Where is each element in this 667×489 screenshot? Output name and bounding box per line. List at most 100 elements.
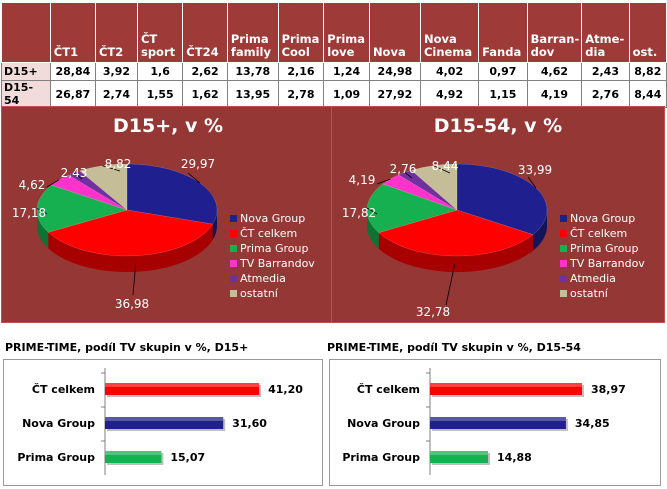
category-label: Prima Group — [342, 451, 420, 464]
leader-line — [187, 172, 201, 184]
table-cell: 28,84 — [49, 62, 96, 81]
pie-value-label: 29,97 — [181, 157, 215, 171]
column-header-text: Prima — [230, 32, 269, 46]
bar-chart-d15: ČT celkem 41,20 Nova Group 31,60 Prima Group… — [17, 368, 303, 475]
legend-swatch — [230, 260, 237, 267]
bar-chart-d1554: ČT celkem 38,97 Nova Group 34,85 Prima Group… — [342, 368, 626, 475]
pie-panel-d1554: D15-54, v % 33,99 32,78 17,82 4,19 2,76 8,44 N… — [331, 106, 665, 323]
table-cell: 27,92 — [368, 80, 421, 108]
column-header-text: ost. — [632, 45, 658, 59]
pie-value-label: 36,98 — [115, 297, 149, 311]
table-cell: 1,15 — [478, 80, 528, 108]
legend-label: Nova Group — [570, 212, 635, 225]
table-cell: 2,78 — [277, 80, 325, 108]
pie-slice-side — [378, 232, 533, 272]
column-header: Prima family — [226, 2, 279, 63]
table-cell: 3,92 — [94, 62, 138, 81]
pie-value-label: 4,62 — [19, 178, 46, 192]
bar-title-d1554: PRIME-TIME, podíl TV skupin v %, D15-54 — [327, 341, 581, 354]
column-header-text: dia — [585, 45, 606, 59]
legend-swatch — [230, 275, 237, 282]
leader-line — [132, 263, 137, 296]
row-header: D15-54 — [1, 80, 51, 108]
column-header-text: Prima — [327, 32, 366, 46]
leader-line — [404, 172, 413, 179]
bar-highlight — [105, 417, 224, 421]
column-header-text: ČT — [140, 32, 158, 46]
column-header-text: Nova — [423, 32, 457, 46]
column-header-text: Cool — [281, 45, 310, 59]
table-cell: 8,82 — [628, 62, 667, 81]
legend-swatch — [560, 275, 567, 282]
legend-swatch — [560, 215, 567, 222]
pie-slice — [398, 170, 458, 211]
table-cell: 0,97 — [478, 62, 528, 81]
leader-line — [366, 207, 378, 215]
table-cell: 24,98 — [368, 62, 421, 81]
bar-highlight — [430, 417, 566, 421]
bar-value-label: 31,60 — [232, 417, 267, 430]
pie-value-label: 33,99 — [518, 163, 552, 177]
table-row: D15+ 28,84 3,92 1,6 2,62 13,78 2,16 1,24 24,98 4,… — [1, 62, 667, 81]
legend-swatch — [230, 230, 237, 237]
column-header: ČT24 — [182, 2, 228, 63]
column-header: ČT1 — [49, 2, 96, 63]
column-header: Fanda — [478, 2, 528, 63]
share-table: ČT1 ČT2 ČT sport ČT24 Prima family Prima Cool Pri… — [1, 2, 667, 108]
table-cell: 1,62 — [182, 80, 228, 108]
bar — [430, 417, 566, 429]
table-cell: 1,55 — [136, 80, 184, 108]
column-header-text: family — [230, 45, 271, 59]
table-cell: 1,24 — [323, 62, 370, 81]
column-header-text: Barran- — [530, 32, 580, 46]
pie-value-label: 8,82 — [105, 157, 132, 171]
legend-swatch — [230, 215, 237, 222]
legend-swatch — [560, 260, 567, 267]
table-cell: 4,02 — [419, 62, 480, 81]
row-header: D15+ — [1, 62, 51, 81]
pie-slice — [382, 174, 458, 211]
legend-swatch — [560, 290, 567, 297]
table-cell: 26,87 — [49, 80, 96, 108]
bar-value-label: 14,88 — [497, 451, 532, 464]
column-header-text: Fanda — [482, 45, 522, 59]
table-body: D15+ 28,84 3,92 1,6 2,62 13,78 2,16 1,24 24,98 4,… — [1, 62, 667, 108]
table-row: D15-54 26,87 2,74 1,55 1,62 13,95 2,78 1,09 27,9… — [1, 80, 667, 108]
leader-line — [433, 165, 451, 174]
legend-label: Prima Group — [570, 242, 638, 255]
leader-line — [102, 165, 121, 172]
column-header: ost. — [628, 2, 667, 63]
table-header-row: ČT1 ČT2 ČT sport ČT24 Prima family Prima Cool Pri… — [1, 2, 667, 63]
table-cell: 2,16 — [277, 62, 325, 81]
bar-highlight — [105, 451, 162, 455]
bar-highlight — [430, 383, 582, 387]
bar-value-label: 15,07 — [170, 451, 205, 464]
column-header-text: Cinema — [423, 45, 473, 59]
legend-label: Atmedia — [570, 272, 616, 285]
pie-value-label: 17,18 — [12, 206, 46, 220]
pie-title-d1554: D15-54, v % — [433, 115, 563, 137]
legend-swatch — [230, 245, 237, 252]
column-header-text: Prima — [281, 32, 320, 46]
legend-label: Nova Group — [240, 212, 305, 225]
legend-label: ostatní — [240, 287, 279, 300]
column-header-text: ČT1 — [53, 45, 79, 59]
column-header: ČT2 — [94, 2, 138, 63]
column-header: Atme-dia — [581, 2, 630, 63]
legend-swatch — [230, 290, 237, 297]
bar-value-label: 34,85 — [575, 417, 610, 430]
bar — [105, 383, 260, 395]
pie-panel-d15: D15+, v % 29,97 36,98 17,18 4,62 2,43 8,82 Nov… — [1, 106, 335, 323]
column-header-text: dov — [530, 45, 555, 59]
pie-slice-side — [532, 210, 547, 251]
column-header: Prima love — [323, 2, 370, 63]
pie-slice — [47, 209, 214, 257]
category-label: Nova Group — [22, 417, 95, 430]
bar-highlight — [430, 451, 489, 455]
legend-label: TV Barrandov — [569, 257, 645, 270]
category-label: ČT celkem — [32, 383, 95, 396]
table-cell: 2,43 — [581, 62, 630, 81]
pie-slice-side — [212, 210, 217, 241]
column-header-text: ČT24 — [186, 45, 219, 59]
pie-value-label: 8,44 — [432, 159, 459, 173]
